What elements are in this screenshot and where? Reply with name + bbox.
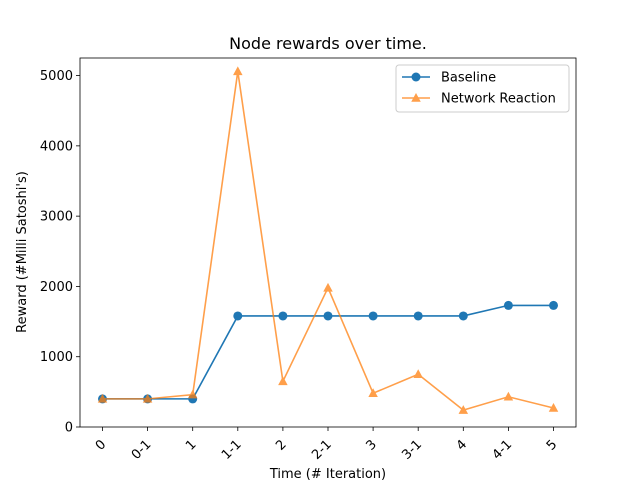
data-point: [323, 282, 333, 292]
data-point: [233, 311, 243, 321]
data-point: [503, 391, 514, 401]
data-point: [458, 311, 468, 321]
y-tick-label: 3000: [40, 210, 73, 225]
x-axis-label: Time (# Iteration): [269, 467, 386, 480]
y-axis-label: Reward (#Milli Satoshi's): [15, 171, 30, 333]
data-point: [323, 311, 333, 321]
legend: Baseline Network Reaction: [395, 64, 570, 113]
data-point: [458, 405, 469, 414]
data-point: [548, 403, 559, 412]
y-tick-label: 4000: [40, 139, 73, 154]
data-point: [142, 393, 153, 403]
data-point: [278, 376, 288, 386]
legend-label: Network Reaction: [441, 92, 556, 107]
legend-item: [402, 93, 430, 102]
data-point: [503, 300, 513, 310]
y-tick-label: 5000: [40, 69, 73, 84]
y-tick-label: 0: [65, 421, 73, 436]
legend-label: Baseline: [441, 71, 496, 86]
data-point: [413, 311, 423, 321]
data-point: [549, 300, 558, 310]
legend-marker: [411, 72, 421, 82]
data-point: [368, 388, 378, 398]
data-point: [233, 66, 243, 76]
legend-item: [402, 72, 430, 82]
series-network-reaction: [97, 66, 559, 414]
chart-title: Node rewards over time.: [229, 34, 427, 53]
data-point: [97, 393, 108, 403]
data-point: [278, 311, 288, 321]
legend-box: [395, 64, 570, 113]
data-point: [413, 369, 423, 379]
data-point: [187, 389, 198, 399]
y-tick-label: 2000: [40, 280, 73, 295]
y-tick-label: 1000: [40, 350, 73, 365]
legend-marker: [411, 93, 421, 102]
data-point: [368, 311, 378, 321]
